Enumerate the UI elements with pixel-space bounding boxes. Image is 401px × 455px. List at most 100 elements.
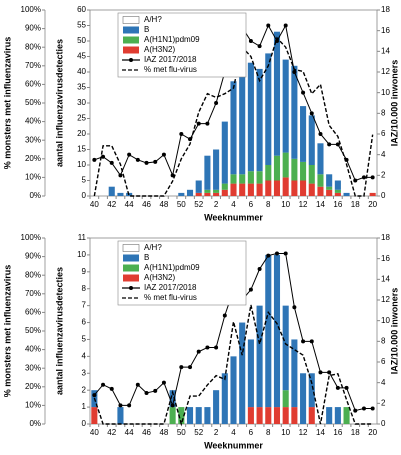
bar-segment [282, 152, 289, 178]
y3-tick-label: 50% [25, 326, 41, 335]
y-tick-label: 10 [77, 250, 86, 259]
legend-swatch [123, 274, 139, 282]
legend-label: IAZ 2017/2018 [144, 283, 197, 292]
y-tick-label: 0 [82, 191, 87, 200]
bar-segment [239, 34, 246, 175]
y3-tick-label: 80% [25, 42, 41, 51]
bar-segment [291, 180, 298, 196]
y-tick-label: 55 [77, 21, 86, 30]
y2-tick-label: 14 [381, 274, 390, 283]
bar-segment [256, 305, 263, 408]
bar-segment [247, 62, 254, 172]
bar-segment [308, 183, 315, 196]
y-tick-label: 10 [77, 160, 86, 169]
bar-segment [273, 155, 281, 181]
legend-label: A/H? [144, 243, 162, 252]
bar-segment [369, 192, 376, 196]
bar-segment [213, 192, 220, 196]
bar-segment [308, 165, 315, 184]
bar-segment [178, 192, 185, 196]
bar-segment [178, 407, 185, 424]
point [161, 152, 166, 157]
y3-tick-label: 80% [25, 270, 41, 279]
bar-segment [195, 192, 202, 196]
x-tick-label: 6 [249, 428, 254, 437]
point [205, 121, 210, 126]
bar-segment [273, 31, 281, 156]
point [266, 23, 271, 28]
bar-segment [213, 390, 220, 424]
y3-tick-label: 70% [25, 61, 41, 70]
point [144, 391, 149, 395]
bar-segment [221, 183, 228, 190]
bar-segment [273, 180, 281, 196]
point [309, 339, 314, 344]
y3-tick-label: 60% [25, 308, 41, 317]
bar-segment [326, 407, 333, 424]
point [179, 365, 184, 370]
bar-segment [221, 121, 228, 184]
point [292, 305, 297, 310]
bar-segment [273, 407, 281, 424]
point [127, 403, 132, 408]
point [370, 175, 375, 180]
y3-tick-label: 90% [25, 252, 41, 261]
y3-axis-title: % monsters met influenzavirus [2, 37, 12, 170]
y3-axis-title: % monsters met influenzavirus [2, 265, 12, 398]
point [92, 157, 97, 162]
point [101, 382, 106, 387]
y2-tick-label: 10 [381, 316, 390, 325]
bar-segment [282, 305, 289, 391]
bar-segment [334, 180, 341, 190]
bar-segment [239, 183, 246, 196]
x-tick-label: 20 [368, 428, 377, 437]
bar-segment [326, 189, 333, 196]
legend-swatch [123, 46, 139, 54]
y2-tick-label: 10 [381, 88, 390, 97]
bar-segment [247, 407, 254, 424]
x-tick-label: 44 [125, 200, 134, 209]
bar-segment [317, 186, 324, 196]
y2-tick-label: 0 [381, 419, 386, 428]
bar-segment [239, 174, 246, 184]
bar-segment [256, 171, 263, 184]
bar-segment [300, 373, 307, 424]
point [248, 287, 253, 292]
point [196, 349, 201, 354]
y2-tick-label: 2 [381, 170, 386, 179]
x-tick-label: 14 [316, 200, 325, 209]
y2-tick-label: 6 [381, 357, 386, 366]
legend-swatch [123, 254, 139, 262]
point [257, 267, 262, 271]
y-tick-label: 50 [77, 36, 86, 45]
bar-segment [117, 192, 124, 196]
point [353, 408, 358, 413]
y2-tick-label: 12 [381, 295, 390, 304]
x-axis-title: Weeknummer [204, 440, 263, 450]
y2-tick-label: 6 [381, 129, 386, 138]
y-tick-label: 2 [82, 385, 87, 394]
y-tick-label: 5 [82, 335, 87, 344]
x-tick-label: 40 [90, 200, 99, 209]
legend-label: B [144, 253, 149, 262]
y2-axis-title: IAZ/10.000 inwoners [389, 288, 399, 375]
bar-segment [291, 407, 298, 424]
y-tick-label: 4 [82, 351, 87, 360]
x-tick-label: 42 [107, 428, 116, 437]
bar-segment [308, 407, 315, 424]
x-tick-label: 12 [299, 200, 308, 209]
point [109, 160, 114, 165]
y3-tick-label: 60% [25, 80, 41, 89]
point [283, 23, 288, 28]
bar-segment [247, 339, 254, 408]
legend-label: IAZ 2017/2018 [144, 55, 197, 64]
bar-segment [117, 407, 124, 424]
bar-segment [265, 407, 272, 424]
point [292, 70, 297, 74]
bar-segment [291, 158, 298, 181]
y3-tick-label: 20% [25, 382, 41, 391]
bar-segment [334, 407, 341, 424]
bar-segment [282, 177, 289, 196]
point [335, 385, 340, 390]
